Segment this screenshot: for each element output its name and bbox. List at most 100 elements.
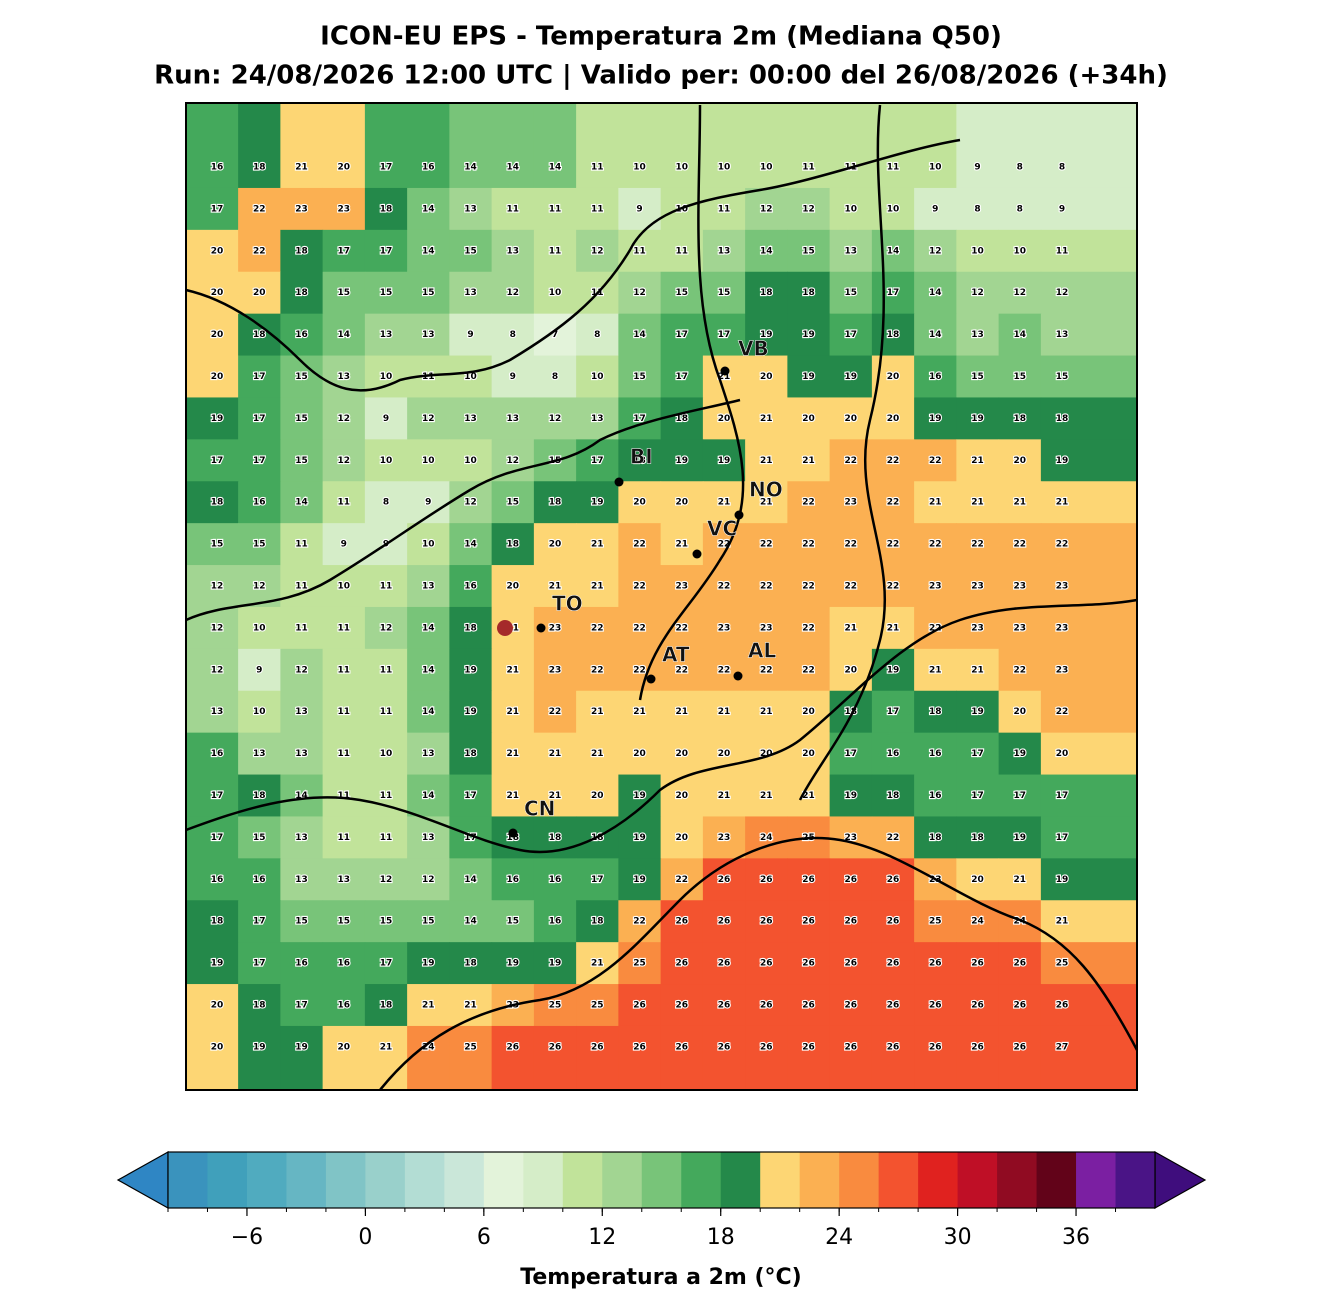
temperature-cell <box>956 942 1000 985</box>
cell-value-label: 20 <box>591 791 604 801</box>
city-dot <box>720 366 730 376</box>
cell-value-label: 26 <box>675 959 688 969</box>
cell-value-label: 17 <box>718 330 731 340</box>
temperature-cell <box>533 690 577 734</box>
cell-value-label: 10 <box>253 623 266 633</box>
temperature-cell <box>186 1025 239 1091</box>
temperature-cell <box>914 690 957 734</box>
cell-value-label: 23 <box>295 204 308 214</box>
temperature-cell <box>745 271 788 315</box>
cell-value-label: 17 <box>1056 791 1069 801</box>
cell-value-label: 17 <box>253 456 266 466</box>
temperature-cell <box>745 187 788 231</box>
cell-value-label: 15 <box>633 372 646 382</box>
colorbar-swatch <box>483 1152 524 1208</box>
temperature-cell <box>787 187 831 231</box>
cell-value-label: 26 <box>802 959 815 969</box>
temperature-cell <box>998 271 1042 315</box>
cell-value-label: 23 <box>337 204 350 214</box>
temperature-cell <box>533 523 577 566</box>
temperature-cell <box>702 900 746 943</box>
cell-value-label: 22 <box>549 707 562 717</box>
border-line <box>185 138 961 392</box>
temperature-cell <box>998 565 1042 608</box>
temperature-cell <box>1040 858 1138 901</box>
temperature-cell <box>491 900 535 943</box>
cell-value-label: 14 <box>464 163 477 173</box>
cell-value-label: 14 <box>422 246 435 256</box>
temperature-cell <box>956 355 1000 398</box>
temperature-cell <box>787 313 831 357</box>
temperature-cell <box>186 397 239 440</box>
cell-value-label: 14 <box>464 875 477 885</box>
colorbar-swatch <box>286 1152 327 1208</box>
temperature-cell <box>1040 355 1138 398</box>
cell-value-label: 20 <box>506 582 519 592</box>
cell-value-label: 21 <box>506 707 519 717</box>
temperature-cell <box>186 229 239 273</box>
city-dot <box>646 674 656 684</box>
cell-value-label: 17 <box>253 372 266 382</box>
cell-value-label: 26 <box>929 1042 942 1052</box>
cell-value-label: 22 <box>675 623 688 633</box>
temperature-cell <box>449 816 493 859</box>
coast-line <box>379 836 1139 1091</box>
temperature-cell <box>702 606 746 650</box>
temperature-cell <box>829 1025 873 1091</box>
temperature-cell <box>660 1025 704 1091</box>
temperature-cell <box>238 648 281 692</box>
city-label: AL <box>748 639 776 663</box>
cell-value-label: 18 <box>591 917 604 927</box>
cell-value-label: 23 <box>1013 623 1026 633</box>
temperature-cell <box>660 523 704 566</box>
cell-value-label: 12 <box>211 623 224 633</box>
temperature-cell <box>449 858 493 901</box>
temperature-cell <box>238 816 281 859</box>
cell-value-label: 21 <box>380 1042 393 1052</box>
cell-value-label: 18 <box>295 246 308 256</box>
temperature-cell <box>745 439 788 482</box>
temperature-cell <box>1040 690 1138 734</box>
temperature-cell <box>322 816 366 859</box>
cell-value-label: 12 <box>211 582 224 592</box>
temperature-cell <box>787 774 831 817</box>
cell-value-label: 26 <box>591 1042 604 1052</box>
border-line <box>798 104 887 801</box>
cell-value-label: 18 <box>760 288 773 298</box>
cell-value-label: 8 <box>383 498 389 508</box>
cell-value-label: 23 <box>844 498 857 508</box>
temperature-cell <box>533 900 577 943</box>
cell-value-label: 9 <box>974 163 980 173</box>
temperature-cell <box>998 439 1042 482</box>
cell-value-label: 23 <box>549 665 562 675</box>
cell-value-label: 21 <box>760 414 773 424</box>
colorbar-tick-label: 24 <box>825 1225 853 1250</box>
cell-value-label: 15 <box>337 917 350 927</box>
cell-value-label: 16 <box>295 330 308 340</box>
cell-value-label: 26 <box>929 1001 942 1011</box>
temperature-cell <box>533 229 577 273</box>
cell-value-label: 21 <box>464 1001 477 1011</box>
temperature-cell <box>618 313 662 357</box>
temperature-cell <box>871 313 915 357</box>
temperature-cell <box>322 1025 366 1091</box>
cell-value-label: 26 <box>760 1001 773 1011</box>
cell-value-label: 21 <box>887 623 900 633</box>
cell-value-label: 21 <box>633 707 646 717</box>
cell-value-label: 17 <box>675 372 688 382</box>
cell-value-label: 17 <box>464 791 477 801</box>
temperature-cell <box>280 942 324 985</box>
cell-value-label: 20 <box>675 791 688 801</box>
cell-value-label: 20 <box>211 246 224 256</box>
temperature-cell <box>1040 942 1138 985</box>
cell-value-label: 20 <box>760 372 773 382</box>
cell-value-label: 22 <box>718 582 731 592</box>
cell-value-label: 15 <box>802 246 815 256</box>
cell-value-label: 23 <box>971 623 984 633</box>
temperature-cell <box>238 858 281 901</box>
cell-value-label: 16 <box>337 959 350 969</box>
cell-value-label: 22 <box>887 582 900 592</box>
temperature-cell <box>829 690 873 734</box>
temperature-cell <box>660 439 704 482</box>
cell-value-label: 20 <box>337 1042 350 1052</box>
